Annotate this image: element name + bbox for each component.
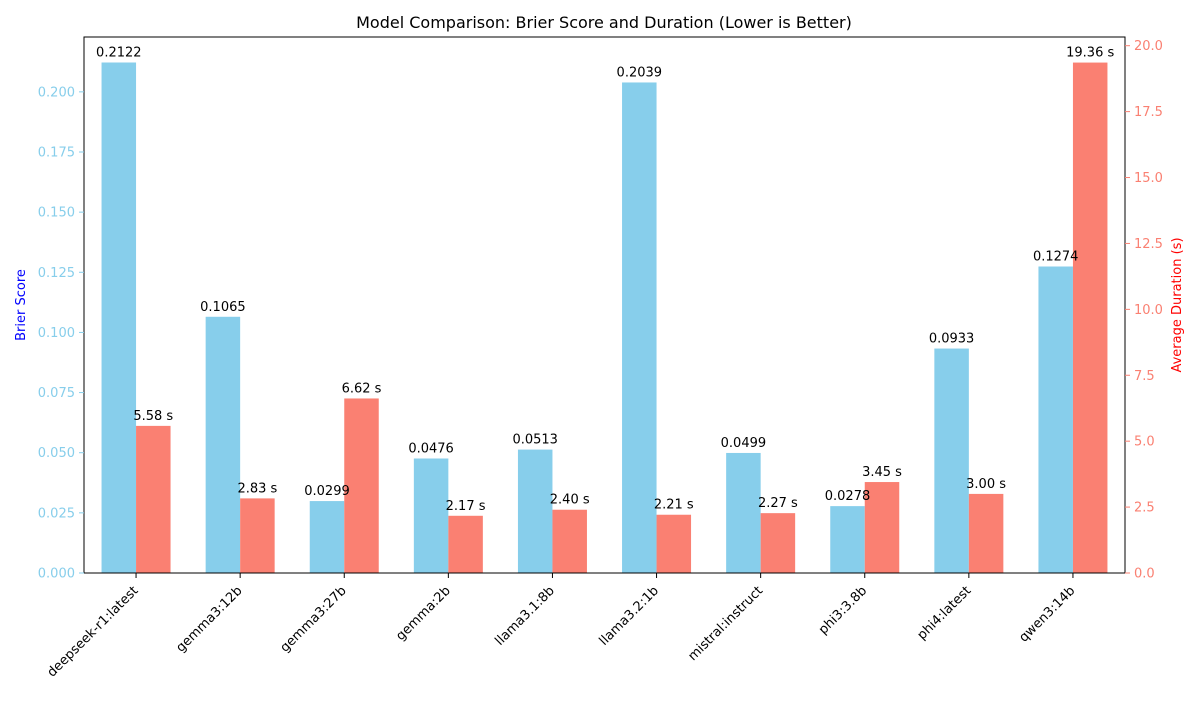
y-right-tick-label: 7.5	[1134, 369, 1155, 384]
x-tick-label: phi4:latest	[915, 583, 975, 643]
x-tick-label: llama3.1:8b	[493, 583, 558, 648]
y-left-tick-label: 0.175	[38, 145, 75, 160]
x-tick-label: deepseek-r1:latest	[45, 583, 142, 680]
duration-data-label: 3.45 s	[862, 465, 902, 480]
duration-data-label: 2.21 s	[654, 498, 694, 513]
y-right-tick-label: 2.5	[1134, 501, 1155, 516]
x-tick-label: gemma:2b	[393, 583, 453, 643]
duration-data-label: 19.36 s	[1066, 46, 1114, 61]
duration-bar	[656, 514, 692, 573]
duration-bar	[1072, 62, 1108, 573]
brier-score-data-label: 0.2122	[96, 46, 142, 61]
duration-data-label: 2.27 s	[758, 496, 798, 511]
bars-layer	[101, 62, 1108, 574]
y-right-tick-label: 12.5	[1134, 237, 1163, 252]
brier-score-bar	[517, 449, 553, 573]
brier-score-data-label: 0.1065	[200, 300, 246, 315]
brier-score-data-label: 0.0476	[408, 441, 454, 456]
y-right-tick-label: 0.0	[1134, 567, 1155, 582]
brier-score-bar	[726, 452, 761, 573]
brier-score-data-label: 0.2039	[617, 65, 663, 80]
x-tick-label: mistral:instruct	[685, 583, 766, 664]
brier-score-bar	[622, 82, 657, 574]
duration-bar	[136, 425, 171, 573]
duration-bar	[240, 498, 275, 573]
brier-score-data-label: 0.0499	[721, 436, 767, 451]
duration-data-label: 6.62 s	[342, 381, 382, 396]
x-tick-label: qwen3:14b	[1016, 583, 1078, 645]
y-right-tick-label: 10.0	[1134, 303, 1163, 318]
brier-score-bar	[413, 458, 449, 573]
brier-score-bar	[309, 501, 345, 573]
duration-bar	[968, 493, 1004, 573]
y-left-tick-label: 0.075	[38, 386, 75, 401]
y-left-tick-label: 0.050	[38, 446, 75, 461]
y-left-tick-label: 0.125	[38, 266, 75, 281]
duration-data-label: 5.58 s	[133, 409, 173, 424]
y-left-tick-label: 0.000	[38, 567, 75, 582]
labels-layer: 0.2122 5.58 s 0.1065 2.83 s 0.0299 6.62 s 0.04…	[96, 46, 1114, 514]
duration-bar	[448, 515, 483, 573]
brier-score-bar	[205, 316, 241, 573]
chart-title: Model Comparison: Brier Score and Durati…	[356, 13, 852, 32]
duration-bar	[552, 509, 587, 573]
x-tick-label: gemma3:27b	[278, 583, 350, 655]
duration-data-label: 3.00 s	[966, 477, 1006, 492]
brier-score-bar	[830, 506, 865, 573]
y-right-tick-label: 20.0	[1134, 39, 1163, 54]
y-left-tick-label: 0.025	[38, 506, 75, 521]
y-left-tick-label: 0.100	[38, 326, 75, 341]
x-tick-label: gemma3:12b	[173, 583, 245, 655]
duration-bar	[760, 513, 796, 573]
brier-score-bar	[934, 348, 969, 573]
y-right-tick-label: 5.0	[1134, 435, 1155, 450]
brier-score-data-label: 0.0299	[304, 484, 350, 499]
x-tick-label: phi3:3.8b	[816, 583, 870, 637]
y-left-tick-label: 0.200	[38, 85, 75, 100]
brier-score-data-label: 0.0933	[929, 332, 975, 347]
brier-score-data-label: 0.0278	[825, 489, 871, 504]
duration-bar	[864, 482, 900, 573]
y-left-tick-label: 0.150	[38, 206, 75, 221]
brier-score-bar	[101, 62, 137, 574]
y-left-axis-label: Brier Score	[14, 269, 29, 341]
y-right-axis-label: Average Duration (s)	[1170, 237, 1185, 372]
brier-score-data-label: 0.0513	[512, 433, 558, 448]
duration-data-label: 2.40 s	[550, 493, 590, 508]
x-tick-label: llama3.2:1b	[597, 583, 662, 648]
y-right-tick-label: 17.5	[1134, 105, 1163, 120]
duration-data-label: 2.83 s	[237, 481, 277, 496]
plot-frame	[83, 36, 1126, 574]
y-right-tick-label: 15.0	[1134, 171, 1163, 186]
duration-bar	[344, 398, 379, 573]
duration-data-label: 2.17 s	[446, 499, 486, 514]
brier-score-bar	[1038, 266, 1073, 573]
brier-score-data-label: 0.1274	[1033, 250, 1079, 265]
